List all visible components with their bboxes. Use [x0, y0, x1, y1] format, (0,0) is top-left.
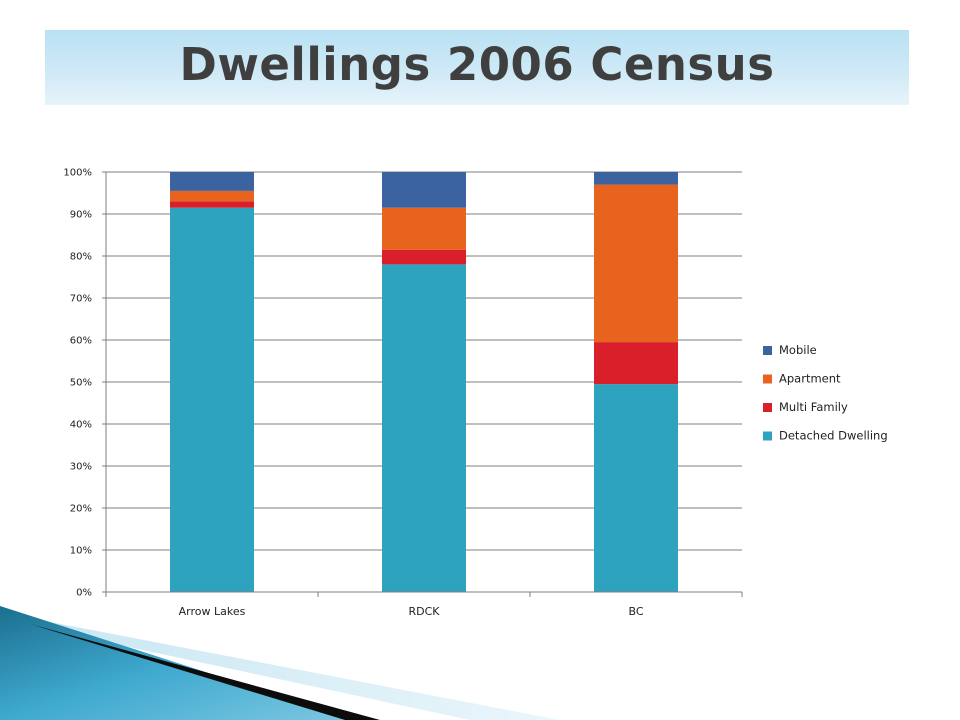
slide-title: Dwellings 2006 Census — [179, 38, 775, 91]
y-axis: 0% 10% 20% 30% 40% 50% 60% 70% 80% 90% 100% — [63, 168, 107, 599]
legend: Mobile Apartment Multi Family Detached Dwel… — [763, 343, 888, 443]
y-tick-label: 10% — [70, 546, 92, 557]
y-tick-label: 80% — [70, 252, 92, 263]
bar-segment — [170, 207, 254, 592]
black-swoosh — [30, 624, 380, 720]
legend-swatch — [763, 374, 772, 384]
bar-segment — [382, 264, 466, 592]
legend-swatch — [763, 403, 772, 412]
x-category-label: Arrow Lakes — [179, 605, 246, 618]
bar-segment — [594, 384, 678, 592]
y-tick-label: 60% — [70, 336, 92, 347]
legend-swatch — [763, 431, 772, 441]
bar-segment — [382, 207, 466, 250]
bar-segment — [170, 190, 254, 202]
y-tick-label: 40% — [70, 420, 92, 431]
bar-segment — [382, 172, 466, 208]
pale-swoosh — [40, 620, 560, 720]
x-category-label: BC — [628, 605, 643, 618]
legend-label: Detached Dwelling — [779, 429, 888, 443]
y-tick-label: 50% — [70, 378, 92, 389]
bar-segment — [170, 201, 254, 208]
title-banner: Dwellings 2006 Census — [45, 30, 909, 105]
y-tick-label: 0% — [76, 588, 92, 599]
legend-label: Multi Family — [779, 400, 848, 414]
y-tick-label: 20% — [70, 504, 92, 515]
bar-segment — [170, 172, 254, 191]
bar-segment — [382, 249, 466, 265]
y-tick-label: 100% — [63, 168, 92, 179]
bars — [170, 172, 678, 592]
bar-segment — [594, 342, 678, 385]
legend-label: Apartment — [779, 372, 841, 386]
y-tick-label: 70% — [70, 294, 92, 305]
legend-swatch — [763, 346, 772, 355]
y-tick-label: 30% — [70, 462, 92, 473]
y-tick-label: 90% — [70, 210, 92, 221]
x-category-label: RDCK — [408, 605, 440, 618]
legend-label: Mobile — [779, 343, 817, 357]
bar-segment — [594, 184, 678, 343]
bar-segment — [594, 172, 678, 185]
x-axis: Arrow Lakes RDCK BC — [105, 591, 743, 618]
